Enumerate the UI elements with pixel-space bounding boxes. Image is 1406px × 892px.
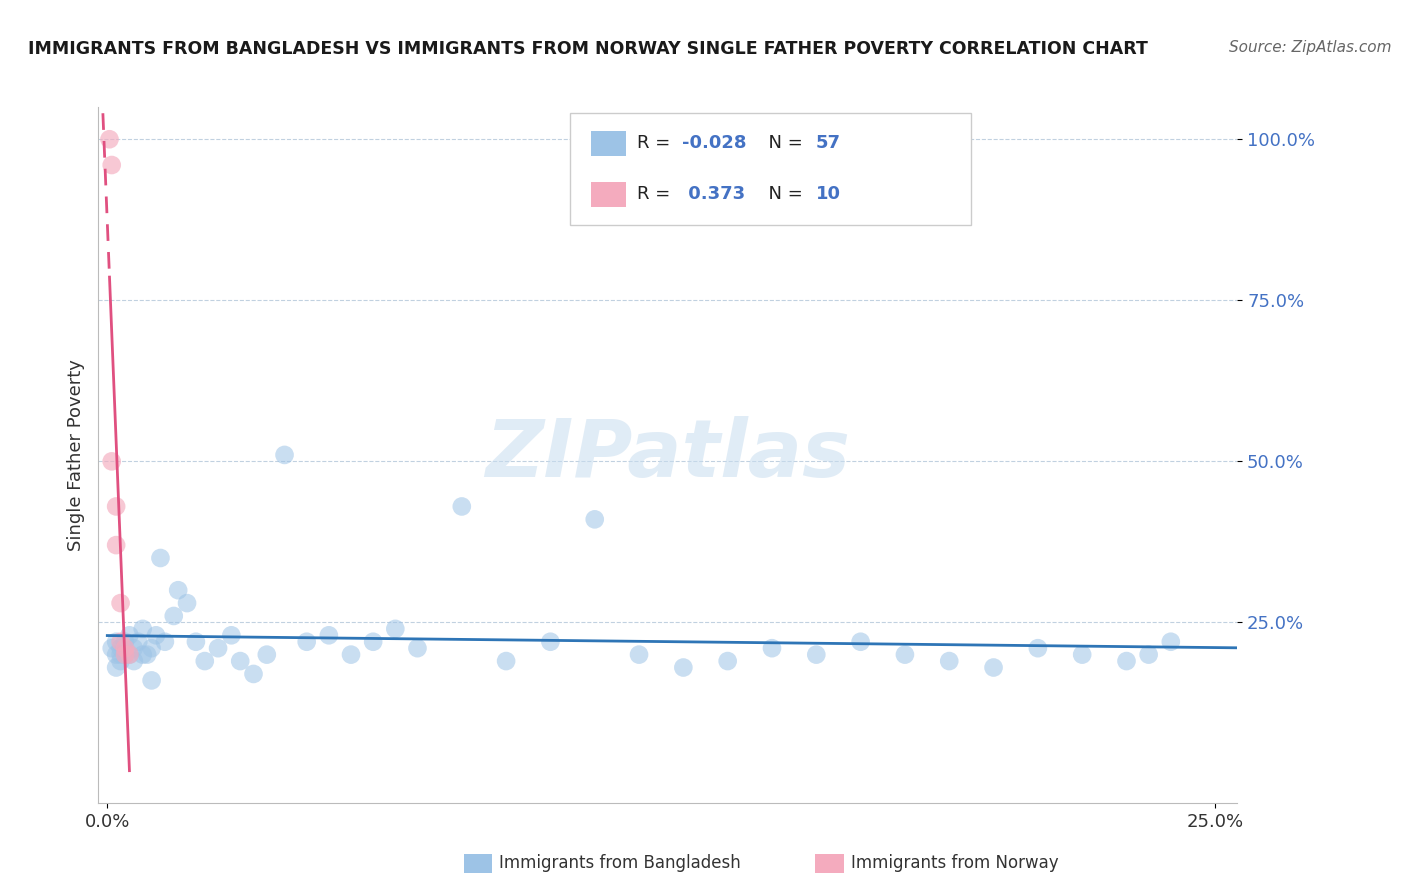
- Point: [672, 660, 695, 674]
- Point: [100, 158, 122, 172]
- Text: N =: N =: [756, 186, 808, 203]
- Point: [1115, 654, 1137, 668]
- Point: [118, 648, 141, 662]
- Point: [105, 634, 128, 648]
- Point: [806, 648, 828, 662]
- Point: [110, 634, 132, 648]
- Point: [1071, 648, 1094, 662]
- Point: [256, 648, 278, 662]
- Text: ZIPatlas: ZIPatlas: [485, 416, 851, 494]
- Point: [1026, 641, 1049, 656]
- Point: [105, 660, 128, 674]
- Point: [273, 448, 295, 462]
- Text: Immigrants from Norway: Immigrants from Norway: [851, 855, 1059, 872]
- Text: Immigrants from Bangladesh: Immigrants from Bangladesh: [499, 855, 741, 872]
- Point: [295, 634, 318, 648]
- Point: [110, 596, 132, 610]
- Point: [207, 641, 229, 656]
- Point: [450, 500, 472, 514]
- Point: [118, 648, 141, 662]
- Point: [127, 634, 149, 648]
- Text: IMMIGRANTS FROM BANGLADESH VS IMMIGRANTS FROM NORWAY SINGLE FATHER POVERTY CORRE: IMMIGRANTS FROM BANGLADESH VS IMMIGRANTS…: [28, 40, 1147, 58]
- Text: 0.373: 0.373: [682, 186, 745, 203]
- Point: [1137, 648, 1160, 662]
- Point: [110, 648, 132, 662]
- Point: [495, 654, 517, 668]
- Point: [194, 654, 217, 668]
- Point: [114, 634, 136, 648]
- Text: N =: N =: [756, 135, 808, 153]
- Text: Source: ZipAtlas.com: Source: ZipAtlas.com: [1229, 40, 1392, 55]
- Point: [163, 609, 186, 624]
- Point: [122, 654, 145, 668]
- Point: [118, 628, 141, 642]
- Point: [110, 641, 132, 656]
- Point: [384, 622, 406, 636]
- Point: [849, 634, 872, 648]
- Point: [167, 583, 190, 598]
- Point: [98, 132, 121, 146]
- Point: [141, 673, 163, 688]
- Point: [717, 654, 740, 668]
- Point: [318, 628, 340, 642]
- Point: [141, 641, 163, 656]
- Point: [105, 648, 128, 662]
- Point: [105, 500, 128, 514]
- Point: [229, 654, 252, 668]
- Point: [406, 641, 429, 656]
- Y-axis label: Single Father Poverty: Single Father Poverty: [66, 359, 84, 551]
- Point: [100, 454, 122, 468]
- Point: [1160, 634, 1182, 648]
- Point: [110, 654, 132, 668]
- Point: [184, 634, 207, 648]
- Point: [242, 667, 264, 681]
- Text: R =: R =: [637, 186, 676, 203]
- Point: [628, 648, 651, 662]
- Point: [153, 634, 176, 648]
- Point: [583, 512, 606, 526]
- Text: R =: R =: [637, 135, 676, 153]
- Text: -0.028: -0.028: [682, 135, 747, 153]
- Point: [100, 641, 122, 656]
- Point: [894, 648, 917, 662]
- Point: [149, 551, 172, 566]
- Point: [132, 622, 155, 636]
- Point: [132, 648, 155, 662]
- Point: [538, 634, 561, 648]
- Point: [938, 654, 960, 668]
- Point: [340, 648, 363, 662]
- Point: [114, 648, 136, 662]
- Point: [136, 648, 159, 662]
- Point: [221, 628, 243, 642]
- Text: 57: 57: [815, 135, 841, 153]
- Point: [122, 641, 145, 656]
- Point: [105, 538, 128, 552]
- Point: [983, 660, 1005, 674]
- Point: [761, 641, 783, 656]
- Text: 10: 10: [815, 186, 841, 203]
- Point: [114, 641, 136, 656]
- Point: [114, 648, 136, 662]
- Point: [176, 596, 198, 610]
- Point: [361, 634, 384, 648]
- Point: [145, 628, 167, 642]
